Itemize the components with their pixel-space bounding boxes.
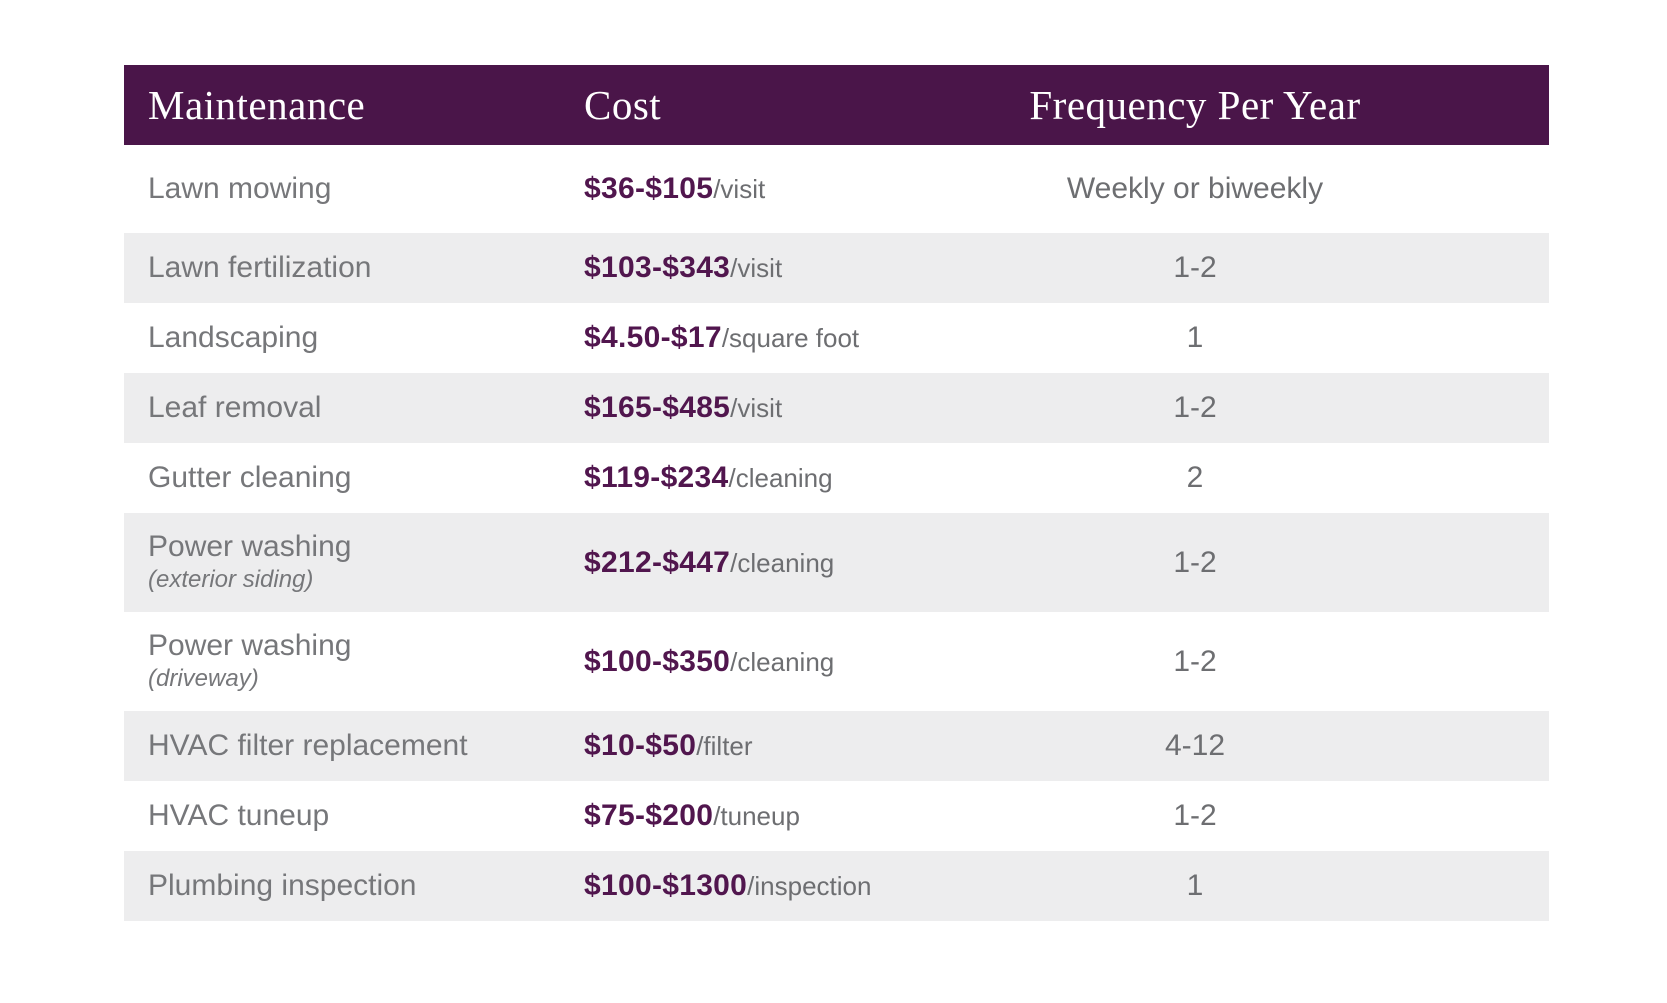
cost-value: $36-$105 xyxy=(584,172,714,205)
maintenance-cell: Leaf removal xyxy=(124,391,564,426)
cost-unit: /square foot xyxy=(721,323,860,353)
table-row: Lawn fertilization $103-$343/visit 1-2 xyxy=(124,233,1549,303)
cost-cell: $103-$343/visit xyxy=(564,251,924,285)
table-row: Landscaping $4.50-$17/square foot 1 xyxy=(124,303,1549,373)
maintenance-cell: Gutter cleaning xyxy=(124,461,564,496)
maintenance-cell: Lawn fertilization xyxy=(124,251,564,286)
maintenance-cell: Power washing (driveway) xyxy=(124,629,564,695)
cost-value: $212-$447 xyxy=(584,545,731,579)
cost-cell: $165-$485/visit xyxy=(564,391,924,425)
maintenance-label: Power washing xyxy=(148,529,352,563)
maintenance-label: HVAC tuneup xyxy=(148,798,330,832)
cost-unit: /filter xyxy=(696,731,753,761)
cost-unit: /visit xyxy=(730,393,783,423)
cost-cell: $36-$105/visit xyxy=(564,172,924,206)
cost-cell: $4.50-$17/square foot xyxy=(564,321,924,355)
cost-value: $100-$1300 xyxy=(584,869,748,902)
maintenance-label: Plumbing inspection xyxy=(148,868,417,902)
cost-cell: $100-$1300/inspection xyxy=(564,869,924,903)
table-row: HVAC filter replacement $10-$50/filter 4-1… xyxy=(124,711,1549,781)
cost-cell: $100-$350/cleaning xyxy=(564,645,924,679)
maintenance-cost-table: Maintenance Cost Frequency Per Year Lawn… xyxy=(124,65,1549,921)
frequency-cell: Weekly or biweekly xyxy=(1066,172,1324,205)
cost-cell: $75-$200/tuneup xyxy=(564,799,924,833)
maintenance-label: Landscaping xyxy=(148,320,319,354)
cost-unit: /cleaning xyxy=(730,547,835,578)
cost-value: $165-$485 xyxy=(584,391,731,424)
maintenance-label: Gutter cleaning xyxy=(148,460,352,494)
table-row: Plumbing inspection $100-$1300/inspection… xyxy=(124,851,1549,921)
cost-unit: /visit xyxy=(713,174,766,204)
maintenance-sublabel: (driveway) xyxy=(148,665,259,693)
maintenance-cell: Lawn mowing xyxy=(124,172,564,207)
cost-value: $103-$343 xyxy=(584,251,731,284)
maintenance-label: Power washing xyxy=(148,628,352,662)
table-row: Power washing (driveway) $100-$350/cleanin… xyxy=(124,612,1549,711)
cost-value: $4.50-$17 xyxy=(584,321,722,354)
table-row: Leaf removal $165-$485/visit 1-2 xyxy=(124,373,1549,443)
cost-unit: /cleaning xyxy=(730,646,835,677)
cost-value: $10-$50 xyxy=(584,729,697,762)
table-row: Gutter cleaning $119-$234/cleaning 2 xyxy=(124,443,1549,513)
column-header-maintenance: Maintenance xyxy=(148,81,366,128)
frequency-cell: 1-2 xyxy=(1173,251,1217,284)
column-header-frequency: Frequency Per Year xyxy=(1029,81,1361,128)
frequency-cell: 1-2 xyxy=(1173,644,1217,678)
cost-value: $75-$200 xyxy=(584,799,714,832)
frequency-cell: 1-2 xyxy=(1173,799,1217,832)
maintenance-sublabel: (exterior siding) xyxy=(148,566,314,594)
cost-unit: /cleaning xyxy=(728,463,833,493)
frequency-cell: 1 xyxy=(1186,321,1204,354)
cost-unit: /tuneup xyxy=(713,801,800,831)
table-row: Power washing (exterior siding) $212-$447/… xyxy=(124,513,1549,612)
cost-unit: /inspection xyxy=(747,871,872,901)
cost-value: $100-$350 xyxy=(584,644,731,678)
table-row: HVAC tuneup $75-$200/tuneup 1-2 xyxy=(124,781,1549,851)
column-header-cost: Cost xyxy=(584,81,662,128)
frequency-cell: 1 xyxy=(1186,869,1204,902)
maintenance-cell: HVAC tuneup xyxy=(124,799,564,834)
maintenance-label: Lawn mowing xyxy=(148,171,332,205)
cost-unit: /visit xyxy=(730,253,783,283)
cost-cell: $10-$50/filter xyxy=(564,729,924,763)
frequency-cell: 2 xyxy=(1186,461,1204,494)
maintenance-label: Leaf removal xyxy=(148,390,322,424)
cost-cell: $119-$234/cleaning xyxy=(564,461,924,495)
maintenance-label: HVAC filter replacement xyxy=(148,728,468,762)
frequency-cell: 1-2 xyxy=(1173,545,1217,579)
cost-cell: $212-$447/cleaning xyxy=(564,546,924,580)
maintenance-cell: Power washing (exterior siding) xyxy=(124,530,564,596)
frequency-cell: 1-2 xyxy=(1173,391,1217,424)
cost-value: $119-$234 xyxy=(584,461,729,494)
maintenance-cell: Plumbing inspection xyxy=(124,869,564,904)
frequency-cell: 4-12 xyxy=(1164,729,1226,762)
maintenance-label: Lawn fertilization xyxy=(148,250,372,284)
table-body: Lawn mowing $36-$105/visit Weekly or biwee… xyxy=(124,145,1549,921)
maintenance-cell: HVAC filter replacement xyxy=(124,729,564,764)
table-header-row: Maintenance Cost Frequency Per Year xyxy=(124,65,1549,145)
table-row: Lawn mowing $36-$105/visit Weekly or biwee… xyxy=(124,145,1549,233)
maintenance-cell: Landscaping xyxy=(124,321,564,356)
